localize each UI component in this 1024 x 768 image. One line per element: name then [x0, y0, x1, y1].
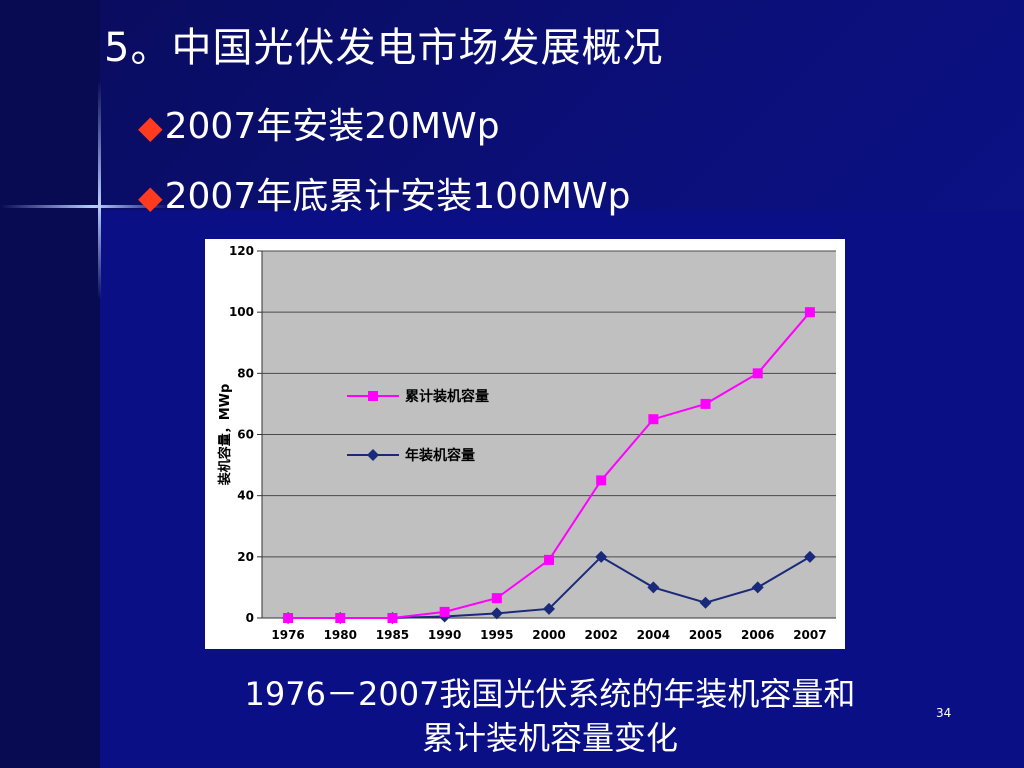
data-point-annual — [647, 581, 660, 594]
diamond-bullet-icon: ◆ — [138, 178, 163, 216]
sparkle-horizontal — [0, 205, 170, 208]
caption-line-2: 累计装机容量变化 — [421, 719, 678, 757]
legend-label: 年装机容量 — [405, 447, 475, 464]
caption-line-1: 1976－2007我国光伏系统的年装机容量和 — [244, 675, 856, 713]
x-tick-label: 1990 — [428, 628, 461, 642]
data-point-cumulative — [439, 606, 450, 617]
slide-title: 5。中国光伏发电市场发展概况 — [104, 25, 664, 71]
legend-marker — [367, 449, 379, 461]
legend-label: 累计装机容量 — [405, 388, 489, 405]
legend-marker — [368, 391, 378, 401]
data-point-cumulative — [283, 613, 294, 623]
sparkle-vertical — [98, 80, 101, 300]
y-tick-label: 0 — [246, 611, 254, 625]
data-point-cumulative — [700, 398, 711, 409]
x-tick-label: 2005 — [689, 628, 722, 642]
data-point-cumulative — [544, 554, 554, 565]
bullet-text-2: 2007年底累计安装100MWp — [164, 176, 631, 217]
y-tick-label: 100 — [229, 305, 254, 319]
left-decor-band — [0, 0, 100, 768]
data-point-annual — [803, 550, 816, 563]
data-point-annual — [543, 602, 555, 615]
x-tick-label: 1995 — [480, 628, 513, 642]
y-tick-label: 120 — [229, 244, 254, 258]
data-point-cumulative — [804, 307, 815, 318]
data-point-cumulative — [596, 475, 607, 486]
y-tick-label: 60 — [237, 428, 254, 442]
y-tick-label: 20 — [237, 550, 254, 564]
chart-container: 0 20 40 60 80 100 120 1976 1980 1985 1990 1995 2000 2… — [205, 239, 845, 649]
bullet-item-1: ◆ 2007年安装20MWp — [138, 104, 500, 150]
data-point-cumulative — [752, 368, 763, 379]
data-point-cumulative — [335, 613, 346, 623]
x-tick-label: 2000 — [532, 628, 565, 642]
x-tick-label: 2006 — [741, 628, 774, 642]
x-tick-label: 2002 — [584, 628, 617, 642]
x-tick-label: 2007 — [793, 628, 826, 642]
y-axis-title: 装机容量，MWp — [217, 384, 233, 487]
diamond-bullet-icon: ◆ — [138, 108, 163, 146]
bullet-text-1: 2007年安装20MWp — [164, 106, 500, 147]
data-point-cumulative — [648, 414, 659, 425]
data-point-annual — [595, 550, 608, 563]
bullet-item-2: ◆ 2007年底累计安装100MWp — [138, 174, 630, 220]
data-point-cumulative — [387, 613, 398, 623]
y-tick-label: 80 — [237, 366, 254, 380]
data-point-annual — [699, 596, 712, 609]
page-number: 34 — [936, 706, 952, 720]
x-tick-label: 1985 — [376, 628, 409, 642]
data-point-cumulative — [491, 593, 502, 604]
y-tick-label: 40 — [237, 489, 254, 503]
data-point-annual — [490, 607, 503, 620]
x-tick-label: 2004 — [637, 628, 670, 642]
chart-svg: 0 20 40 60 80 100 120 1976 1980 1985 1990 1995 2000 2… — [217, 244, 836, 642]
x-tick-label: 1980 — [324, 628, 357, 642]
data-point-annual — [751, 581, 764, 594]
x-tick-label: 1976 — [271, 628, 304, 642]
chart-caption: 1976－2007我国光伏系统的年装机容量和 累计装机容量变化 — [100, 672, 1000, 760]
